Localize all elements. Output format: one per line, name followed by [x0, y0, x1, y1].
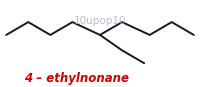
Text: 4 – ethylnonane: 4 – ethylnonane — [24, 72, 129, 85]
Text: 10upop10: 10upop10 — [74, 16, 126, 26]
